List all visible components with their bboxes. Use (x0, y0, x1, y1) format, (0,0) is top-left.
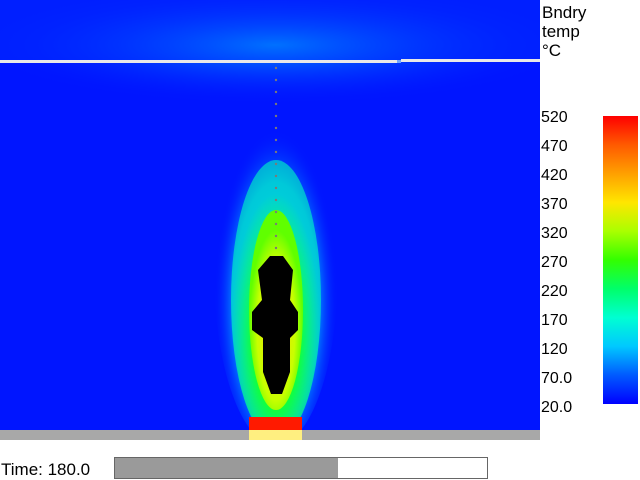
legend-tick: 120 (541, 341, 568, 358)
legend-tick: 170 (541, 312, 568, 329)
ceiling-heat-layer (0, 0, 540, 105)
burner-base (249, 430, 302, 440)
ceiling-band (0, 0, 540, 60)
simulation-viewport[interactable] (0, 0, 540, 440)
burner-top (249, 417, 302, 430)
legend-tick: 70.0 (541, 370, 573, 387)
legend-tick: 20.0 (541, 399, 573, 416)
legend-title: Bndry temp °C (542, 3, 587, 60)
legend-tick: 270 (541, 254, 568, 271)
centerline-probes (274, 66, 278, 250)
legend-tick: 320 (541, 225, 568, 242)
ceiling-line (0, 60, 397, 63)
time-slider-progress (115, 458, 339, 478)
time-label: Time: 180.0 (1, 460, 91, 479)
plume-core (252, 256, 298, 394)
ceiling-line-right (401, 59, 540, 62)
legend-tick: 420 (541, 167, 568, 184)
legend-tick: 470 (541, 138, 568, 155)
legend-tick: 520 (541, 109, 568, 126)
time-slider[interactable] (114, 457, 488, 479)
temperature-field (0, 0, 540, 440)
legend-tick: 370 (541, 196, 568, 213)
legend-tick: 220 (541, 283, 568, 300)
ceiling-line-gap (397, 60, 401, 63)
color-scale-bar (603, 116, 638, 404)
